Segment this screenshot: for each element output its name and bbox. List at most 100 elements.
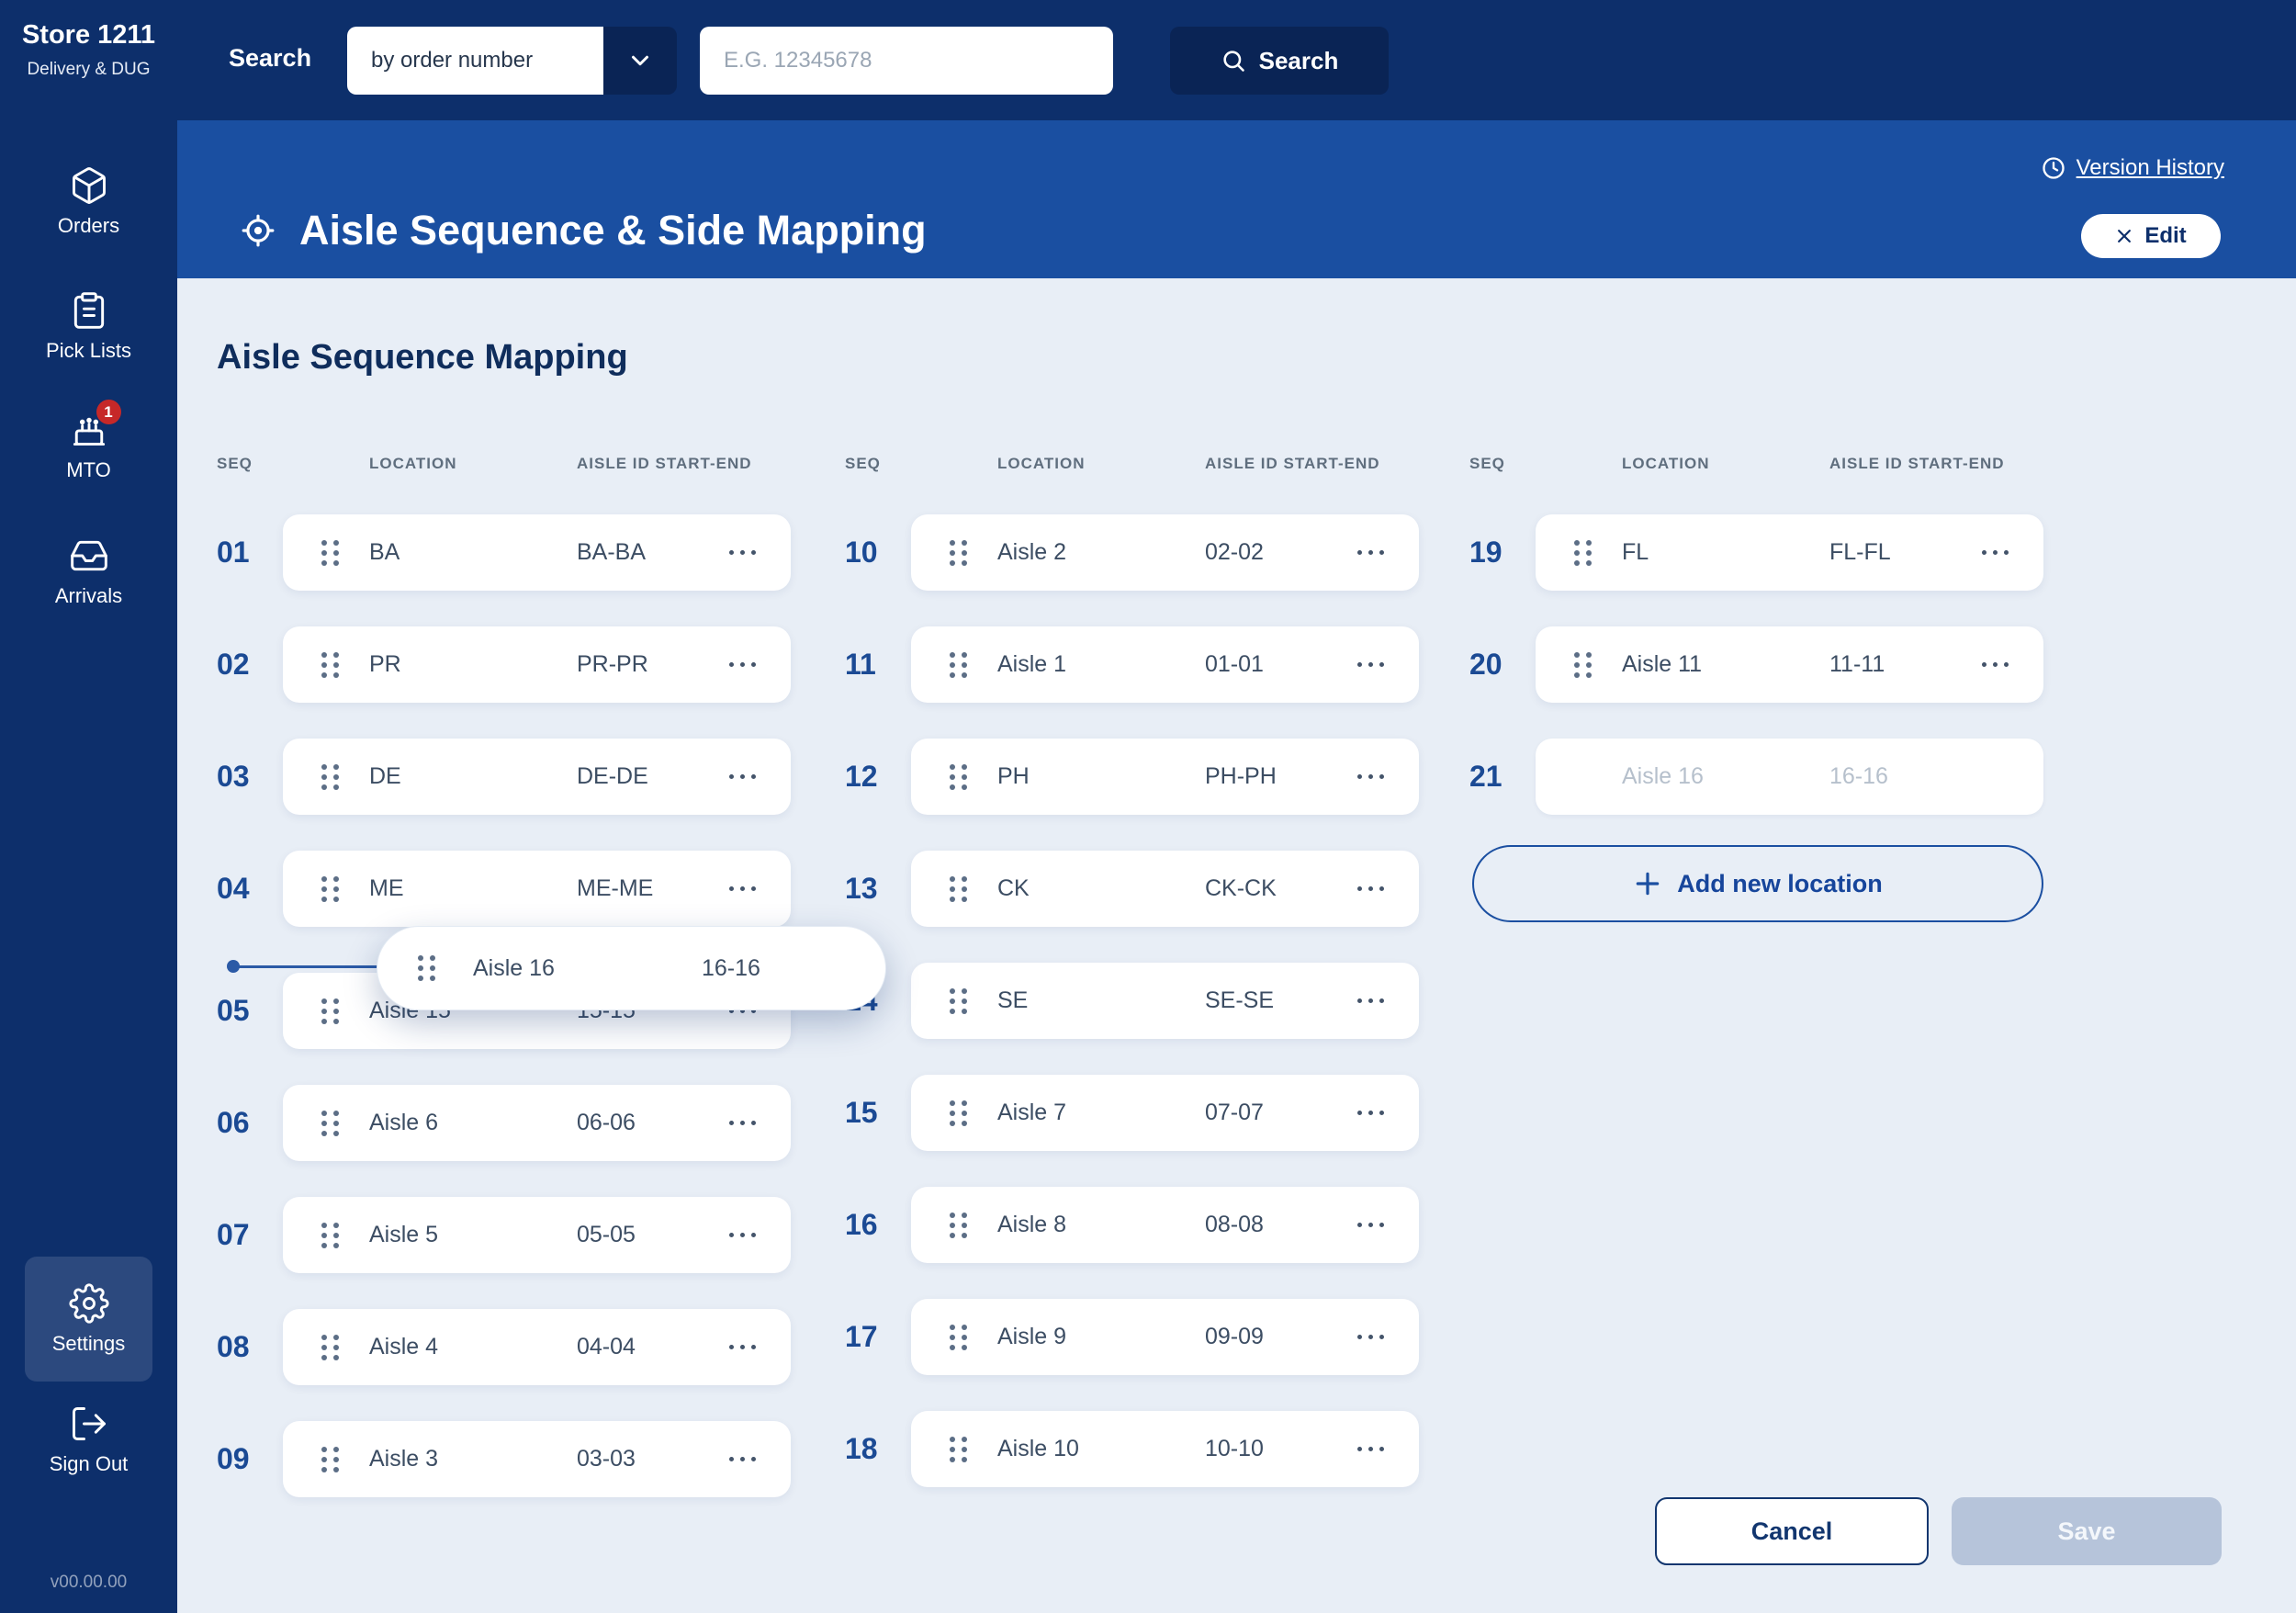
drag-handle-icon[interactable] (950, 651, 997, 678)
drag-handle-icon[interactable] (950, 763, 997, 790)
section-title: Aisle Sequence Mapping (217, 338, 628, 377)
sidebar-item-mto[interactable]: 1 MTO (0, 400, 177, 482)
drag-handle-icon[interactable] (321, 1110, 369, 1136)
row-location: Aisle 9 (997, 1324, 1067, 1349)
aisle-row-card[interactable]: Aisle 8 08-08 (911, 1187, 1419, 1263)
search-input[interactable] (700, 27, 1113, 95)
sidebar-item-pick-lists[interactable]: Pick Lists (0, 290, 177, 363)
drag-handle-icon[interactable] (321, 1222, 369, 1248)
drag-handle-icon[interactable] (321, 998, 369, 1024)
aisle-row-card[interactable]: PR PR-PR (283, 626, 791, 703)
kebab-menu-icon[interactable] (727, 1448, 758, 1471)
kebab-menu-icon[interactable] (1356, 765, 1386, 788)
aisle-row-card[interactable]: Aisle 4 04-04 (283, 1309, 791, 1385)
drag-handle-icon[interactable] (321, 1446, 369, 1472)
row-aisle-id: PR-PR (577, 651, 648, 677)
row-aisle-id: 04-04 (577, 1334, 636, 1359)
drag-handle-icon[interactable] (950, 1436, 997, 1462)
drag-handle-icon[interactable] (321, 1334, 369, 1360)
save-button[interactable]: Save (1952, 1497, 2222, 1565)
drag-handle-icon[interactable] (321, 651, 369, 678)
aisle-row-card[interactable]: Aisle 5 05-05 (283, 1197, 791, 1273)
kebab-menu-icon[interactable] (727, 765, 758, 788)
kebab-menu-icon[interactable] (1980, 541, 2010, 564)
seq-number: 01 (217, 536, 250, 569)
aisle-row-card[interactable]: CK CK-CK (911, 851, 1419, 927)
clock-icon (2041, 155, 2066, 181)
aisle-row: 01 BA BA-BA (217, 514, 791, 591)
kebab-menu-icon[interactable] (1356, 1438, 1386, 1461)
edit-button[interactable]: Edit (2081, 214, 2221, 258)
add-new-location-button[interactable]: Add new location (1472, 845, 2043, 922)
aisle-row-card[interactable]: FL FL-FL (1536, 514, 2043, 591)
sidebar-item-label: Orders (57, 214, 120, 237)
row-location: DE (369, 763, 401, 789)
aisle-row-card[interactable]: BA BA-BA (283, 514, 791, 591)
row-location: SE (997, 987, 1029, 1013)
kebab-menu-icon[interactable] (1356, 653, 1386, 676)
aisle-rows: 10 Aisle 2 02-02 11 Aisle 1 01-01 12 PH … (845, 514, 1419, 1487)
sidebar-item-settings[interactable]: Settings (25, 1257, 152, 1382)
kebab-menu-icon[interactable] (727, 1336, 758, 1359)
aisle-row-card[interactable]: Aisle 10 10-10 (911, 1411, 1419, 1487)
aisle-row-card[interactable]: Aisle 3 03-03 (283, 1421, 791, 1497)
drag-handle-icon[interactable] (950, 987, 997, 1014)
sidebar-item-sign-out[interactable]: Sign Out (0, 1404, 177, 1476)
aisle-row-card[interactable]: DE DE-DE (283, 739, 791, 815)
drag-handle-icon[interactable] (418, 955, 473, 981)
aisle-row-card[interactable]: SE SE-SE (911, 963, 1419, 1039)
kebab-menu-icon[interactable] (727, 653, 758, 676)
kebab-menu-icon[interactable] (1356, 877, 1386, 900)
drag-handle-icon[interactable] (950, 1212, 997, 1238)
sidebar-item-arrivals[interactable]: Arrivals (0, 536, 177, 608)
drag-handle-icon[interactable] (950, 539, 997, 566)
drag-handle-icon[interactable] (950, 1100, 997, 1126)
sidebar-item-label: Arrivals (54, 584, 123, 607)
column-headers: SEQ LOCATION AISLE ID START-END (845, 455, 1419, 475)
drag-handle-icon[interactable] (950, 875, 997, 902)
drag-handle-icon[interactable] (321, 539, 369, 566)
aisle-row-card[interactable]: Aisle 1 01-01 (911, 626, 1419, 703)
aisle-row: 09 Aisle 3 03-03 (217, 1421, 791, 1497)
aisle-row-card[interactable]: Aisle 6 06-06 (283, 1085, 791, 1161)
kebab-menu-icon[interactable] (1980, 653, 2010, 676)
kebab-menu-icon[interactable] (1356, 989, 1386, 1012)
drag-handle-icon[interactable] (321, 875, 369, 902)
chevron-down-icon[interactable] (603, 27, 677, 95)
header-aisle-id: AISLE ID START-END (1829, 455, 2005, 472)
kebab-menu-icon[interactable] (727, 999, 758, 1022)
sidebar-item-orders[interactable]: Orders (0, 165, 177, 238)
kebab-menu-icon[interactable] (1356, 1213, 1386, 1236)
aisle-row-card[interactable]: Aisle 2 02-02 (911, 514, 1419, 591)
row-aisle-id: CK-CK (1205, 875, 1277, 901)
aisle-row-card[interactable]: Aisle 9 09-09 (911, 1299, 1419, 1375)
kebab-menu-icon[interactable] (1356, 541, 1386, 564)
row-location: Aisle 8 (997, 1212, 1067, 1237)
kebab-menu-icon[interactable] (727, 541, 758, 564)
drag-handle-icon[interactable] (1574, 651, 1622, 678)
search-button[interactable]: Search (1170, 27, 1389, 95)
search-label: Search (229, 44, 312, 72)
drag-handle-icon[interactable] (321, 763, 369, 790)
store-name: Store 1211 (21, 20, 156, 50)
aisle-row-card[interactable]: Aisle 11 11-11 (1536, 626, 2043, 703)
kebab-menu-icon[interactable] (727, 877, 758, 900)
dragged-row-card[interactable]: Aisle 16 16-16 (377, 926, 886, 1010)
kebab-menu-icon[interactable] (727, 1111, 758, 1134)
seq-number: 04 (217, 872, 250, 905)
kebab-menu-icon[interactable] (1356, 1325, 1386, 1348)
drag-handle-icon[interactable] (950, 1324, 997, 1350)
search-type-select[interactable]: by order number (347, 27, 677, 95)
drag-handle-icon[interactable] (1574, 539, 1622, 566)
aisle-row-card[interactable]: Aisle 16 16-16 (1536, 739, 2043, 815)
aisle-row-card[interactable]: PH PH-PH (911, 739, 1419, 815)
version-history-link[interactable]: Version History (2041, 155, 2224, 181)
aisle-row-card[interactable]: Aisle 7 07-07 (911, 1075, 1419, 1151)
kebab-menu-icon[interactable] (727, 1224, 758, 1246)
aisle-row-card[interactable]: ME ME-ME (283, 851, 791, 927)
cancel-button[interactable]: Cancel (1655, 1497, 1929, 1565)
kebab-menu-icon[interactable] (1356, 1101, 1386, 1124)
page-header: Aisle Sequence & Side Mapping Version Hi… (177, 120, 2296, 278)
row-location: Aisle 2 (997, 539, 1067, 565)
seq-number: 18 (845, 1432, 878, 1465)
